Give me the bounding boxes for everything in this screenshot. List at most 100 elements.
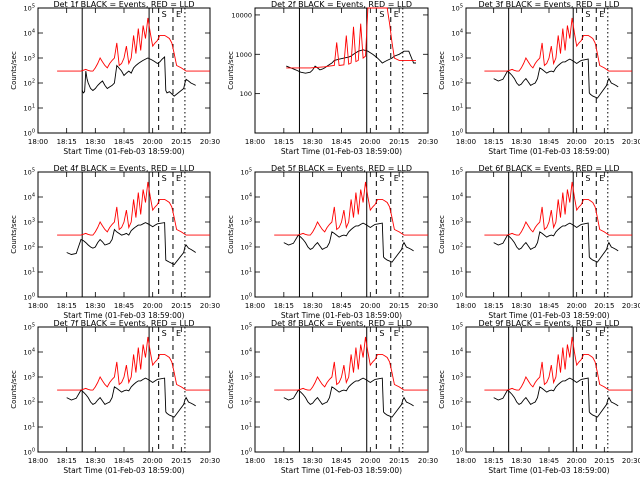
- marker-start-label: S: [585, 174, 590, 183]
- x-tick-label: 20:30: [418, 138, 438, 146]
- y-tick-label: 100: [240, 90, 252, 98]
- x-tick-label: 18:45: [331, 302, 351, 310]
- marker-end-label: E: [599, 10, 604, 19]
- x-tick-label: 18:15: [57, 457, 77, 465]
- x-tick-label: 18:00: [456, 138, 476, 146]
- y-tick-label: 104: [24, 29, 35, 38]
- plot-frame: [37, 7, 211, 134]
- marker-end-label: E: [599, 174, 604, 183]
- x-tick-label: 18:30: [85, 138, 105, 146]
- x-tick-label: 20:00: [567, 138, 587, 146]
- y-tick-label: 103: [24, 373, 35, 382]
- x-tick-label: 20:30: [622, 138, 640, 146]
- x-tick-label: 20:30: [622, 457, 640, 465]
- lld-series-line: [484, 336, 632, 391]
- x-tick-label: 20:15: [594, 457, 614, 465]
- panel-title: Det 6f BLACK = Events, RED = LLD: [478, 164, 619, 173]
- y-tick-label: 101: [24, 104, 35, 113]
- x-tick-label: 18:30: [303, 302, 323, 310]
- x-tick-label: 20:00: [143, 302, 163, 310]
- x-tick-label: 18:30: [511, 302, 531, 310]
- plot-frame: [254, 326, 429, 453]
- x-tick-label: 20:15: [171, 457, 191, 465]
- x-tick-label: 20:30: [418, 457, 438, 465]
- y-tick-label: 103: [452, 54, 463, 63]
- panel-det-1: 18:00 18:15 18:30 18:45 20:00 20:15 20:30 100 10…: [10, 0, 220, 156]
- x-tick-label: 20:00: [567, 302, 587, 310]
- events-series-line: [283, 377, 414, 418]
- y-tick-label: 101: [452, 423, 463, 432]
- y-tick-label: 105: [452, 168, 463, 177]
- x-tick-label: 20:15: [594, 138, 614, 146]
- y-tick-label: 102: [24, 398, 35, 407]
- x-tick-label: 18:15: [57, 138, 77, 146]
- y-tick-label: 100: [24, 129, 35, 138]
- x-tick-label: 20:15: [389, 302, 409, 310]
- y-tick-label: 102: [241, 398, 252, 407]
- x-tick-label: 18:15: [57, 302, 77, 310]
- marker-start-label: S: [162, 329, 167, 338]
- x-tick-label: 20:15: [389, 138, 409, 146]
- x-axis-label: Start Time (01-Feb-03 18:59:00): [488, 311, 609, 320]
- x-tick-label: 18:45: [331, 138, 351, 146]
- y-tick-label: 102: [24, 243, 35, 252]
- x-tick-label: 18:00: [456, 302, 476, 310]
- x-axis-label: Start Time (01-Feb-03 18:59:00): [281, 147, 402, 156]
- lld-series-line: [484, 17, 632, 72]
- x-tick-label: 18:45: [539, 457, 559, 465]
- events-series-line: [493, 377, 619, 418]
- x-tick-label: 20:30: [622, 302, 640, 310]
- events-series-line: [66, 222, 196, 266]
- panel-det-7: 18:00 18:15 18:30 18:45 20:00 20:15 20:30 100 10…: [10, 319, 220, 475]
- marker-end-label: E: [394, 329, 399, 338]
- x-tick-label: 20:15: [594, 302, 614, 310]
- y-axis-label: Counts/sec: [438, 51, 446, 90]
- lld-series-line: [57, 336, 210, 391]
- events-series-line: [283, 222, 414, 263]
- events-series-line: [493, 222, 619, 263]
- y-tick-label: 104: [452, 193, 463, 202]
- x-tick-label: 18:00: [245, 302, 265, 310]
- events-series-line: [493, 58, 619, 99]
- x-tick-label: 18:45: [539, 138, 559, 146]
- panel-title: Det 7f BLACK = Events, RED = LLD: [53, 319, 194, 328]
- y-tick-label: 101: [24, 423, 35, 432]
- marker-start-label: S: [162, 10, 167, 19]
- y-tick-label: 102: [452, 79, 463, 88]
- y-tick-label: 102: [452, 243, 463, 252]
- panel-det-8: 18:00 18:15 18:30 18:45 20:00 20:15 20:30 100 10…: [227, 319, 438, 475]
- x-tick-label: 20:30: [200, 302, 220, 310]
- lld-series-line: [274, 181, 428, 236]
- y-axis-label: Counts/sec: [10, 215, 18, 254]
- y-tick-label: 102: [241, 243, 252, 252]
- panel-title: Det 4f BLACK = Events, RED = LLD: [53, 164, 194, 173]
- x-tick-label: 20:30: [200, 138, 220, 146]
- panel-det-5: 18:00 18:15 18:30 18:45 20:00 20:15 20:30 100 10…: [227, 164, 438, 320]
- x-tick-label: 18:30: [511, 457, 531, 465]
- x-tick-label: 18:45: [114, 138, 134, 146]
- y-axis-label: Counts/sec: [10, 51, 18, 90]
- x-tick-label: 18:00: [245, 457, 265, 465]
- x-tick-label: 18:00: [245, 138, 265, 146]
- y-axis-label: Counts/sec: [227, 370, 235, 409]
- x-tick-label: 18:00: [28, 457, 48, 465]
- y-tick-label: 103: [24, 218, 35, 227]
- plot-frame: [254, 7, 429, 134]
- plot-frame: [465, 7, 633, 134]
- y-tick-label: 103: [452, 373, 463, 382]
- y-axis-label: Counts/sec: [438, 370, 446, 409]
- y-axis-label: Counts/sec: [10, 370, 18, 409]
- panel-title: Det 8f BLACK = Events, RED = LLD: [271, 319, 412, 328]
- y-tick-label: 103: [241, 373, 252, 382]
- x-tick-label: 18:30: [303, 457, 323, 465]
- marker-end-label: E: [176, 329, 181, 338]
- y-tick-label: 101: [452, 268, 463, 277]
- panel-title: Det 5f BLACK = Events, RED = LLD: [271, 164, 412, 173]
- x-tick-label: 20:15: [389, 457, 409, 465]
- x-tick-label: 18:15: [274, 457, 294, 465]
- x-tick-label: 20:00: [360, 457, 380, 465]
- y-tick-label: 100: [452, 129, 463, 138]
- marker-end-label: E: [599, 329, 604, 338]
- x-axis-label: Start Time (01-Feb-03 18:59:00): [488, 466, 609, 475]
